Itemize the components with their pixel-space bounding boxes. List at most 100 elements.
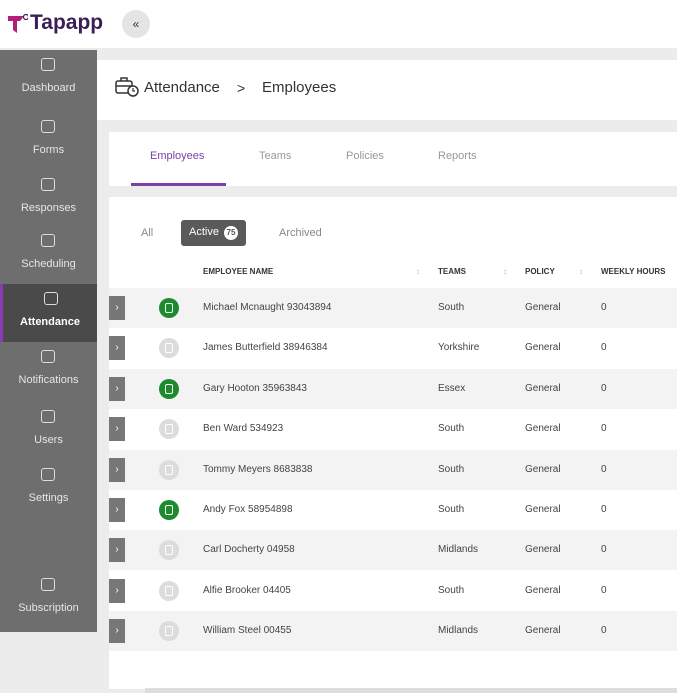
tab[interactable]: Employees bbox=[150, 150, 205, 162]
nav-icon bbox=[41, 58, 55, 71]
cell-policy: General bbox=[525, 342, 561, 354]
cell-hours: 0 bbox=[601, 544, 607, 556]
cell-team: South bbox=[438, 423, 465, 435]
nav-item[interactable]: Subscription bbox=[0, 570, 97, 628]
nav-item[interactable]: Attendance bbox=[0, 284, 97, 342]
table-row: › Gary Hooton 35963843 Essex General 0 bbox=[109, 368, 677, 409]
status-badge bbox=[159, 378, 179, 399]
breadcrumb-bar: Attendance > Employees bbox=[97, 60, 677, 120]
nav-item[interactable]: Forms bbox=[0, 112, 97, 170]
expand-button[interactable]: › bbox=[109, 578, 125, 603]
expand-button[interactable]: › bbox=[109, 376, 125, 401]
table-row: › Tommy Meyers 8683838 South General 0 bbox=[109, 449, 677, 490]
expand-button[interactable]: › bbox=[109, 498, 125, 522]
status-badge bbox=[159, 338, 179, 359]
nav-item[interactable]: Notifications bbox=[0, 342, 97, 400]
cell-hours: 0 bbox=[601, 625, 607, 637]
nav-label: Settings bbox=[28, 492, 69, 504]
table-row: › Alfie Brooker 04405 South General 0 bbox=[109, 570, 677, 611]
cell-hours: 0 bbox=[601, 302, 607, 313]
sort-icon[interactable]: ↕ bbox=[416, 267, 420, 276]
expand-button[interactable]: › bbox=[109, 417, 125, 442]
nav-label: Attendance bbox=[20, 316, 80, 328]
expand-button[interactable]: › bbox=[109, 538, 125, 563]
tab[interactable]: Reports bbox=[438, 150, 477, 162]
nav-icon bbox=[41, 468, 55, 481]
nav-item[interactable]: Scheduling bbox=[0, 226, 97, 284]
status-badge bbox=[159, 621, 179, 642]
filter-button[interactable]: All bbox=[141, 227, 153, 239]
cell-name: William Steel 00455 bbox=[203, 625, 292, 637]
nav-label: Subscription bbox=[18, 602, 79, 614]
status-badge bbox=[159, 459, 179, 480]
expand-button[interactable]: › bbox=[109, 336, 125, 361]
nav-icon bbox=[41, 578, 55, 591]
column-header[interactable]: WEEKLY HOURS bbox=[601, 267, 666, 276]
collapse-button[interactable]: « bbox=[122, 10, 150, 38]
status-badge bbox=[159, 298, 179, 318]
expand-button[interactable]: › bbox=[109, 457, 125, 482]
table-row: › James Butterfield 38946384 Yorkshire Gene… bbox=[109, 328, 677, 369]
column-header[interactable]: POLICY bbox=[525, 267, 555, 276]
cell-policy: General bbox=[525, 504, 561, 515]
tabs-card bbox=[109, 132, 677, 186]
nav-item[interactable]: Responses bbox=[0, 170, 97, 228]
cell-hours: 0 bbox=[601, 504, 607, 515]
filter-label: All bbox=[141, 227, 154, 239]
cell-policy: General bbox=[525, 625, 561, 637]
cell-name: Michael Mcnaught 93043894 bbox=[203, 302, 332, 313]
filter-label: Archived bbox=[279, 227, 322, 239]
sort-icon[interactable]: ↕ bbox=[579, 267, 583, 276]
cell-policy: General bbox=[525, 382, 561, 394]
cell-team: South bbox=[438, 584, 465, 596]
cell-team: Essex bbox=[438, 382, 466, 394]
breadcrumb-section[interactable]: Attendance bbox=[144, 79, 220, 96]
column-header[interactable]: TEAMS bbox=[438, 267, 466, 276]
cell-hours: 0 bbox=[601, 463, 607, 475]
cell-name: Carl Docherty 04958 bbox=[203, 544, 295, 556]
nav-icon bbox=[44, 292, 58, 305]
filter-button[interactable]: Active 75 bbox=[181, 220, 246, 246]
expand-button[interactable]: › bbox=[109, 619, 125, 644]
cell-policy: General bbox=[525, 544, 561, 556]
nav-label: Users bbox=[34, 434, 63, 446]
cell-team: South bbox=[438, 504, 465, 515]
nav-item[interactable]: Dashboard bbox=[0, 50, 97, 108]
cell-name: James Butterfield 38946384 bbox=[203, 342, 328, 354]
cell-hours: 0 bbox=[601, 382, 607, 394]
nav-item[interactable]: Settings bbox=[0, 460, 97, 518]
nav-icon bbox=[41, 410, 55, 423]
top-bar: Tapapp « bbox=[0, 0, 677, 48]
status-badge bbox=[159, 419, 179, 440]
nav-item[interactable]: Users bbox=[0, 402, 97, 460]
breadcrumb-page: Employees bbox=[262, 79, 337, 96]
cell-team: Midlands bbox=[438, 625, 479, 637]
table-row: › Carl Docherty 04958 Midlands General 0 bbox=[109, 530, 677, 571]
cell-policy: General bbox=[525, 423, 561, 435]
table-row: › William Steel 00455 Midlands General 0 bbox=[109, 611, 677, 652]
nav-icon bbox=[41, 234, 55, 247]
cell-name: Tommy Meyers 8683838 bbox=[203, 463, 313, 475]
status-badge bbox=[159, 500, 179, 520]
table-row: › Michael Mcnaught 93043894 South General 0 bbox=[109, 288, 677, 328]
cell-team: Midlands bbox=[438, 544, 479, 556]
cell-hours: 0 bbox=[601, 342, 607, 354]
cell-name: Gary Hooton 35963843 bbox=[203, 382, 307, 394]
logo-text: Tapapp bbox=[30, 11, 104, 34]
column-header[interactable]: EMPLOYEE NAME bbox=[203, 267, 274, 276]
filter-button[interactable]: Archived bbox=[279, 227, 322, 239]
cell-hours: 0 bbox=[601, 584, 607, 596]
cell-name: Andy Fox 58954898 bbox=[203, 504, 293, 515]
status-badge bbox=[159, 580, 179, 601]
table-row: › Andy Fox 58954898 South General 0 bbox=[109, 490, 677, 530]
tab[interactable]: Teams bbox=[259, 150, 292, 162]
expand-button[interactable]: › bbox=[109, 296, 125, 320]
tab[interactable]: Policies bbox=[346, 150, 384, 162]
logo-icon bbox=[8, 13, 28, 33]
nav-label: Notifications bbox=[18, 374, 79, 386]
nav-icon bbox=[41, 120, 55, 133]
cell-team: South bbox=[438, 463, 465, 475]
attendance-icon bbox=[115, 77, 139, 97]
sort-icon[interactable]: ↕ bbox=[503, 267, 507, 276]
